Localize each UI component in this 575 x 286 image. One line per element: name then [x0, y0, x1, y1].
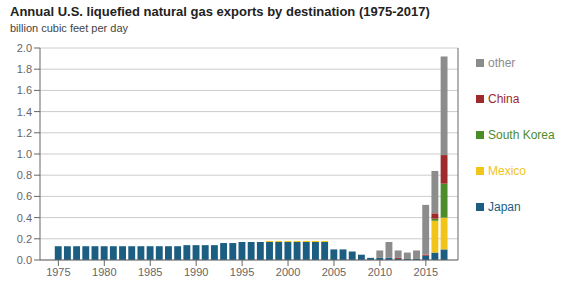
svg-text:2.0: 2.0 [17, 42, 32, 54]
svg-text:2000: 2000 [276, 266, 300, 278]
svg-text:0.6: 0.6 [17, 190, 32, 202]
html-text:other: other [488, 56, 516, 70]
svg-text:1990: 1990 [184, 266, 208, 278]
svg-text:1.0: 1.0 [17, 148, 32, 160]
html-text:South Korea: South Korea [488, 128, 555, 142]
html-text:Mexico: Mexico [488, 164, 526, 178]
svg-text:1.2: 1.2 [17, 127, 32, 139]
svg-text:1.6: 1.6 [17, 84, 32, 96]
svg-text:1980: 1980 [92, 266, 116, 278]
html-text:Japan: Japan [488, 200, 521, 214]
svg-text:1.8: 1.8 [17, 63, 32, 75]
svg-text:0.0: 0.0 [17, 254, 32, 266]
html-text:China: China [488, 92, 520, 106]
html-text:Annual U.S. liquefied natural: Annual U.S. liquefied natural gas export… [10, 4, 430, 19]
svg-text:2015: 2015 [414, 266, 438, 278]
svg-text:0.2: 0.2 [17, 233, 32, 245]
svg-text:2010: 2010 [368, 266, 392, 278]
svg-text:1985: 1985 [138, 266, 162, 278]
svg-text:0.8: 0.8 [17, 169, 32, 181]
html-text:billion cubic feet per day: billion cubic feet per day [10, 22, 128, 34]
svg-text:0.4: 0.4 [17, 212, 32, 224]
svg-text:1995: 1995 [230, 266, 254, 278]
svg-text:2005: 2005 [322, 266, 346, 278]
svg-text:1.4: 1.4 [17, 106, 32, 118]
svg-text:1975: 1975 [46, 266, 70, 278]
